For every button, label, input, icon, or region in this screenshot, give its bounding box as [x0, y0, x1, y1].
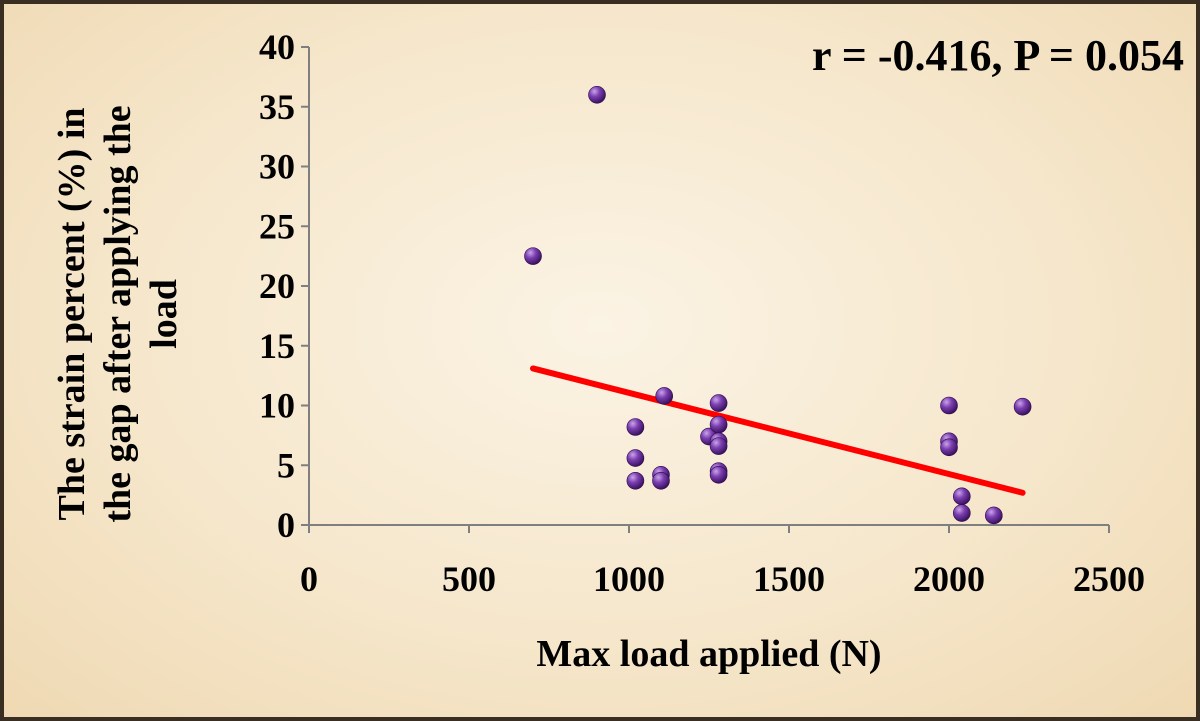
- y-axis-title-line-1: The strain percent (%) in: [51, 107, 93, 520]
- y-tick-label: 15: [259, 326, 295, 366]
- trendline-layer: [530, 365, 1026, 496]
- data-point: [709, 415, 728, 434]
- data-point: [984, 506, 1003, 525]
- data-point: [709, 437, 728, 455]
- data-point: [626, 449, 645, 467]
- correlation-annotation: r = -0.416, P = 0.054: [812, 31, 1184, 80]
- y-tick-label: 40: [259, 27, 295, 67]
- x-axis-title: Max load applied (N): [536, 633, 881, 675]
- y-tick-label: 35: [259, 87, 295, 127]
- data-point: [588, 86, 606, 104]
- y-axis-title-line-3: load: [143, 279, 185, 349]
- data-point: [940, 438, 958, 457]
- data-point: [626, 418, 645, 436]
- y-tick-label: 20: [259, 266, 295, 306]
- data-point: [709, 394, 728, 412]
- data-points: [524, 86, 1032, 525]
- x-tick-label: 500: [442, 559, 496, 599]
- x-tick-label: 2500: [1073, 559, 1145, 599]
- data-point: [524, 247, 542, 265]
- y-tick-label: 30: [259, 147, 295, 187]
- data-point: [655, 387, 674, 405]
- y-tick-label: 0: [277, 505, 295, 545]
- trendline: [530, 365, 1026, 496]
- data-point: [1013, 397, 1032, 416]
- data-point: [709, 466, 728, 484]
- y-axis-title: The strain percent (%) in the gap after …: [51, 105, 185, 522]
- axes: 0 5 10 15 20 25 30 35 40 0 500 1000 1500 2000 2500: [259, 27, 1145, 599]
- data-point: [940, 396, 958, 415]
- x-tick-label: 1000: [593, 559, 665, 599]
- x-tick-label: 0: [300, 559, 318, 599]
- y-tick-label: 10: [259, 386, 295, 426]
- data-point: [626, 471, 645, 490]
- x-tick-label: 2000: [913, 559, 985, 599]
- data-point: [952, 504, 971, 522]
- y-tick-label: 5: [277, 445, 295, 485]
- scatter-chart: 0 5 10 15 20 25 30 35 40 0 500 1000 1500 2000 2500 r =…: [51, 27, 1184, 675]
- data-point: [652, 471, 670, 490]
- x-tick-label: 1500: [753, 559, 825, 599]
- data-point: [952, 487, 971, 506]
- y-axis-title-line-2: the gap after applying the: [97, 105, 139, 522]
- y-tick-label: 25: [259, 206, 295, 246]
